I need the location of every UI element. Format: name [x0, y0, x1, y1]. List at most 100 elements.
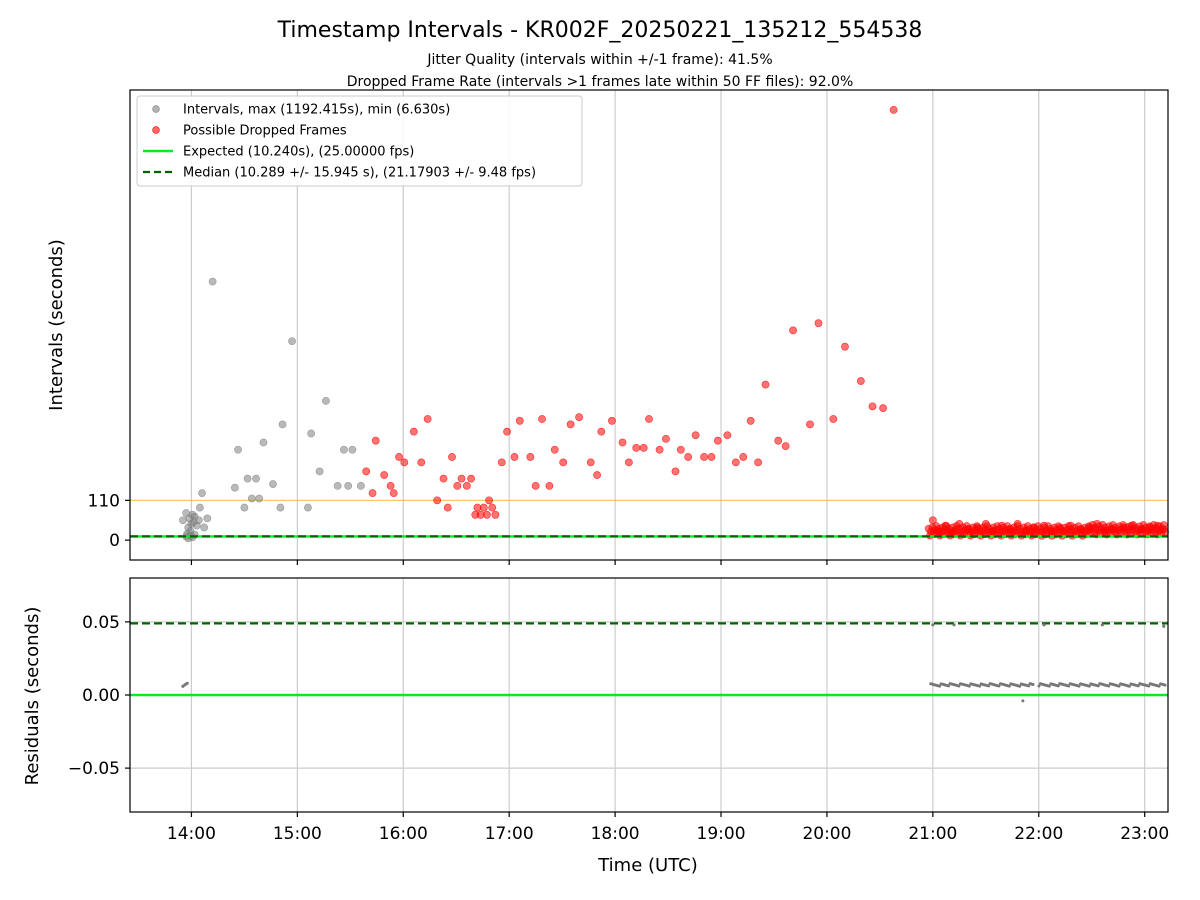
dropped-frame-point — [538, 415, 546, 423]
interval-point — [259, 438, 268, 447]
dropped-frame-point — [1100, 527, 1109, 535]
chart-subtitle-dropped: Dropped Frame Rate (intervals >1 frames … — [347, 74, 854, 90]
dropped-frame-point — [639, 444, 648, 452]
dropped-frame-point — [928, 516, 937, 525]
dropped-frame-point — [550, 445, 559, 454]
legend-dropped-frames-label: Possible Dropped Frames — [183, 124, 347, 139]
dropped-frame-point — [1109, 525, 1117, 534]
dropped-frame-point — [386, 481, 395, 490]
dropped-frame-point — [1066, 521, 1075, 530]
residual-point — [1067, 684, 1071, 688]
dropped-frame-point — [423, 415, 432, 423]
residual-point — [1100, 623, 1104, 627]
residual-point — [1056, 684, 1060, 688]
dropped-frame-point — [1146, 523, 1154, 532]
residual-point — [1027, 684, 1031, 688]
interval-point — [203, 514, 212, 523]
interval-point — [276, 503, 285, 512]
dropped-frame-point — [1013, 519, 1022, 528]
top-y-tick-label: 110 — [88, 491, 120, 511]
dropped-frame-point — [479, 503, 488, 512]
interval-point — [344, 481, 353, 490]
legend-intervals-marker — [152, 105, 160, 113]
dropped-frame-point — [879, 404, 887, 413]
interval-point — [340, 445, 348, 454]
top-y-tick-label: 0 — [109, 531, 120, 551]
dropped-frame-point — [963, 525, 972, 534]
interval-point — [196, 503, 204, 512]
interval-point — [179, 516, 187, 525]
x-axis-label: Time (UTC) — [597, 855, 698, 876]
interval-point — [269, 480, 277, 488]
dropped-frame-point — [1128, 521, 1136, 530]
dropped-frame-point — [485, 496, 493, 505]
dropped-frame-point — [467, 474, 475, 483]
dropped-frame-point — [691, 431, 700, 440]
legend-median-label: Median (10.289 +/- 15.945 s), (21.17903 … — [183, 166, 536, 181]
legend-intervals-label: Intervals, max (1192.415s), min (6.630s) — [183, 103, 450, 118]
dropped-frame-point — [380, 471, 389, 479]
dropped-frame-point — [1040, 521, 1048, 530]
x-tick-label: 23:00 — [1120, 824, 1169, 844]
dropped-frame-point — [389, 489, 398, 498]
residual-point — [1018, 684, 1022, 688]
chart-subtitle-jitter: Jitter Quality (intervals within +/-1 fr… — [426, 52, 772, 68]
x-tick-label: 15:00 — [273, 824, 322, 844]
dropped-frame-point — [559, 458, 568, 467]
dropped-frame-point — [597, 427, 606, 436]
interval-point — [288, 337, 296, 346]
dropped-frame-point — [417, 458, 426, 467]
dropped-frame-point — [713, 436, 722, 445]
interval-point — [307, 429, 316, 438]
dropped-frame-point — [400, 458, 409, 467]
dropped-frame-point — [829, 415, 838, 423]
dropped-frame-point — [462, 481, 471, 490]
dropped-frame-point — [632, 444, 641, 452]
x-tick-label: 19:00 — [697, 824, 746, 844]
dropped-frame-point — [707, 453, 716, 461]
dropped-frame-point — [545, 481, 554, 490]
residual-point — [1021, 699, 1025, 703]
residual-point — [1136, 684, 1140, 688]
dropped-frame-point — [608, 416, 616, 425]
dropped-frame-point — [497, 458, 506, 467]
dropped-frame-point — [593, 471, 601, 479]
residual-point — [1042, 623, 1046, 627]
bottom-y-tick-label: 0.05 — [82, 613, 120, 633]
dropped-frame-point — [1153, 521, 1162, 530]
dropped-frame-point — [856, 377, 865, 385]
residual-point — [1007, 684, 1011, 688]
residual-point — [1157, 684, 1161, 688]
dropped-frame-point — [453, 481, 462, 490]
dropped-frame-point — [1047, 527, 1056, 535]
residual-point — [997, 684, 1001, 688]
dropped-frame-point — [1093, 519, 1101, 528]
interval-point — [230, 483, 239, 492]
dropped-frame-point — [761, 380, 770, 389]
x-tick-label: 22:00 — [1014, 824, 1063, 844]
dropped-frame-point — [731, 458, 740, 467]
dropped-frame-point — [586, 458, 595, 467]
legend-expected-label: Expected (10.240s), (25.00000 fps) — [183, 145, 414, 160]
dropped-frame-point — [526, 453, 535, 461]
dropped-frame-point — [981, 519, 990, 528]
dropped-frame-point — [362, 467, 371, 476]
x-tick-label: 14:00 — [167, 824, 216, 844]
dropped-frame-point — [1085, 523, 1094, 532]
residual-point — [952, 623, 956, 627]
interval-point — [278, 420, 287, 429]
chart-legend: Intervals, max (1192.415s), min (6.630s)… — [136, 95, 583, 187]
residual-point — [1037, 684, 1041, 688]
residual-point — [1047, 684, 1051, 688]
residual-point — [931, 623, 935, 627]
dropped-frame-point — [645, 415, 653, 423]
interval-point — [357, 481, 365, 490]
interval-point — [348, 445, 357, 454]
dropped-frame-point — [448, 453, 456, 461]
dropped-frame-point — [684, 453, 693, 461]
dropped-frame-point — [433, 496, 442, 505]
residual-point — [1163, 683, 1167, 687]
dropped-frame-point — [889, 105, 898, 114]
dropped-frame-point — [676, 445, 685, 454]
dropped-frame-point — [624, 458, 633, 467]
